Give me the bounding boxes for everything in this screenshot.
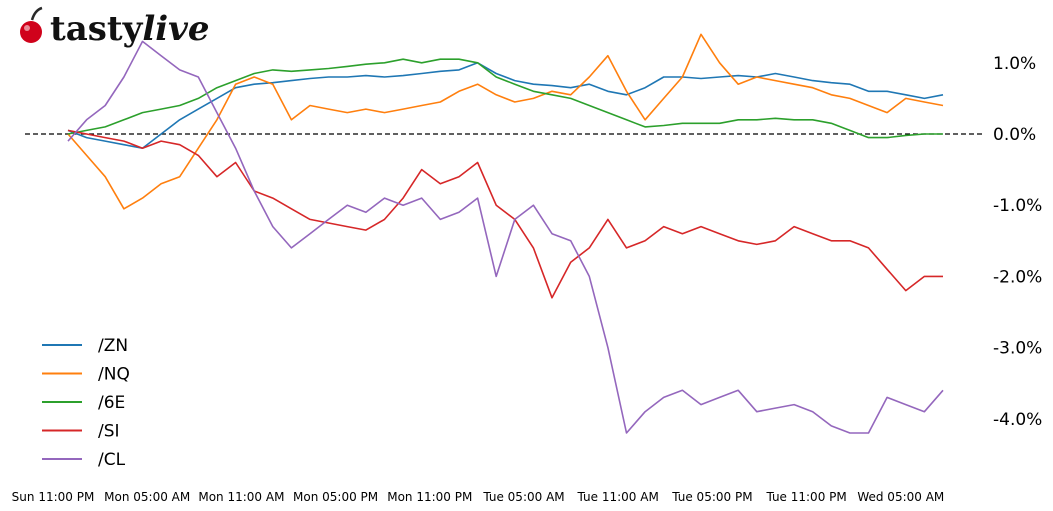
series-layer [67, 33, 944, 434]
x-tick-label: Sun 11:00 PM [12, 490, 95, 504]
legend-label: /CL [98, 450, 126, 470]
series-line-nq [67, 33, 944, 210]
legend-label: /NQ [98, 365, 130, 385]
x-tick-label: Mon 05:00 PM [293, 490, 378, 504]
tastylive-logo: tastylive [20, 6, 210, 49]
svg-text:tastylive: tastylive [50, 9, 210, 49]
x-axis-ticks: Sun 11:00 PM Mon 05:00 AM Mon 11:00 AM Mon … [12, 490, 945, 504]
legend-item-si: /SI [42, 422, 120, 442]
brand-name-tasty: tasty [50, 9, 144, 49]
brand-name-live: live [142, 9, 209, 49]
x-tick-label: Mon 05:00 AM [104, 490, 190, 504]
legend-item-zn: /ZN [42, 336, 128, 356]
legend-item-nq: /NQ [42, 365, 130, 385]
x-tick-label: Tue 11:00 AM [577, 490, 659, 504]
series-line-si [67, 129, 943, 299]
series-line-6e [67, 58, 943, 139]
y-axis-ticks: 1.0% 0.0% -1.0% -2.0% -3.0% -4.0% [993, 54, 1042, 430]
y-tick-label: 1.0% [993, 54, 1036, 74]
legend: /ZN/NQ/6E/SI/CL [42, 336, 130, 470]
cherry-icon [20, 6, 43, 43]
x-tick-label: Wed 05:00 AM [857, 490, 944, 504]
legend-label: /6E [98, 393, 125, 413]
y-tick-label: -2.0% [993, 267, 1042, 287]
y-tick-label: 0.0% [993, 125, 1036, 145]
x-tick-label: Tue 05:00 AM [482, 490, 564, 504]
legend-label: /ZN [98, 336, 128, 356]
x-tick-label: Tue 05:00 PM [671, 490, 752, 504]
legend-label: /SI [98, 422, 120, 442]
legend-item-6e: /6E [42, 393, 125, 413]
x-tick-label: Mon 11:00 PM [387, 490, 472, 504]
y-tick-label: -1.0% [993, 196, 1042, 216]
y-tick-label: -4.0% [993, 410, 1042, 430]
series-line-cl [67, 40, 944, 434]
x-tick-label: Tue 11:00 PM [765, 490, 846, 504]
series-line-zn [67, 61, 944, 149]
y-tick-label: -3.0% [993, 339, 1042, 359]
x-tick-label: Mon 11:00 AM [198, 490, 284, 504]
legend-item-cl: /CL [42, 450, 126, 470]
